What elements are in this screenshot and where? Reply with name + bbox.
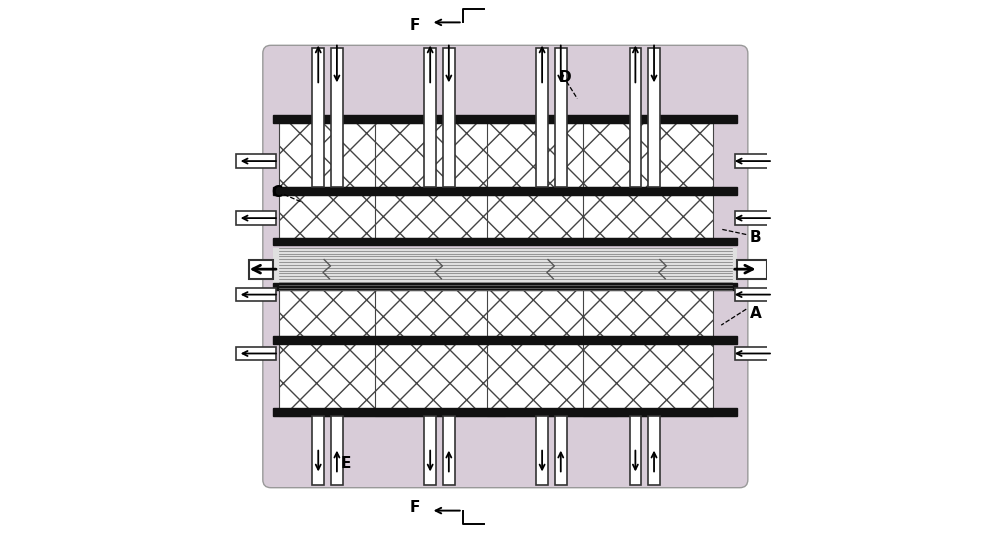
- Bar: [331, 48, 343, 187]
- Bar: [630, 416, 641, 485]
- Bar: [583, 123, 713, 187]
- Bar: [443, 48, 455, 187]
- Bar: [424, 416, 436, 485]
- FancyBboxPatch shape: [263, 45, 748, 488]
- Text: F: F: [410, 500, 420, 515]
- Bar: [735, 347, 774, 360]
- Bar: [273, 336, 737, 344]
- Bar: [536, 48, 548, 187]
- Text: D: D: [559, 70, 571, 85]
- Bar: [648, 416, 660, 485]
- Bar: [236, 288, 276, 301]
- Bar: [555, 416, 567, 485]
- Bar: [735, 212, 774, 225]
- Bar: [375, 283, 505, 344]
- Bar: [375, 123, 505, 187]
- Bar: [375, 336, 505, 416]
- Bar: [583, 336, 713, 416]
- Bar: [279, 195, 409, 238]
- Bar: [583, 195, 713, 238]
- Bar: [737, 260, 767, 279]
- Bar: [375, 195, 505, 238]
- Bar: [273, 283, 737, 290]
- Bar: [424, 48, 436, 187]
- Bar: [630, 48, 641, 187]
- Bar: [735, 155, 774, 168]
- Bar: [331, 416, 343, 485]
- Bar: [279, 123, 409, 187]
- Bar: [236, 155, 276, 168]
- Bar: [273, 187, 737, 195]
- Text: F: F: [410, 18, 420, 33]
- Bar: [487, 336, 617, 416]
- Bar: [487, 283, 617, 344]
- Bar: [279, 283, 409, 344]
- Bar: [273, 408, 737, 416]
- Bar: [583, 283, 713, 344]
- Text: B: B: [749, 230, 761, 245]
- Bar: [236, 212, 276, 225]
- Bar: [487, 123, 617, 187]
- Bar: [279, 336, 409, 416]
- Bar: [648, 48, 660, 187]
- Bar: [249, 260, 273, 279]
- Bar: [273, 115, 737, 123]
- Bar: [536, 416, 548, 485]
- Bar: [555, 48, 567, 187]
- Bar: [236, 347, 276, 360]
- Text: E: E: [340, 456, 351, 471]
- Bar: [735, 288, 774, 301]
- Text: C: C: [272, 185, 283, 200]
- Bar: [273, 248, 737, 290]
- Bar: [312, 416, 324, 485]
- Text: A: A: [749, 306, 761, 321]
- Bar: [443, 416, 455, 485]
- Bar: [273, 238, 737, 245]
- Bar: [487, 195, 617, 238]
- Bar: [312, 48, 324, 187]
